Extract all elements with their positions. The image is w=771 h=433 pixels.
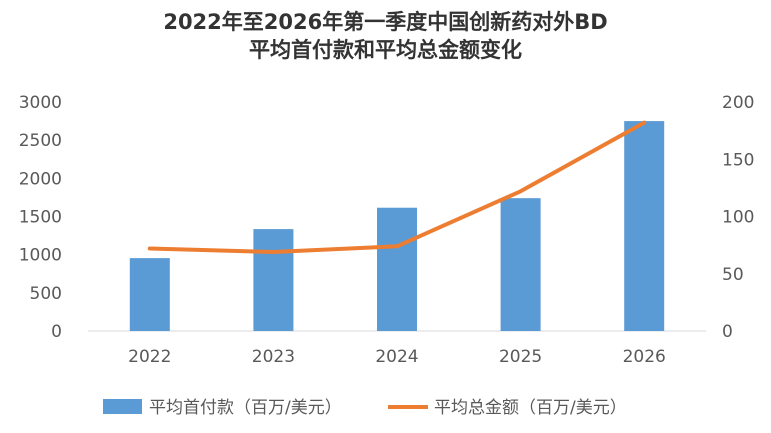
- legend-line-label: 平均总金额（百万/美元）: [434, 398, 627, 418]
- legend-bar-label: 平均首付款（百万/美元）: [149, 398, 342, 418]
- x-tick-label: 2023: [252, 347, 295, 367]
- bar: [500, 198, 541, 331]
- y-left-tick-label: 0: [51, 322, 62, 342]
- x-tick-label: 2022: [128, 347, 171, 367]
- y-right-tick-label: 200: [722, 93, 754, 113]
- x-tick-label: 2024: [375, 347, 418, 367]
- y-left-tick-label: 500: [30, 284, 62, 304]
- y-left-tick-label: 2500: [19, 131, 62, 151]
- bar: [253, 229, 294, 331]
- bar: [624, 121, 665, 331]
- y-left-tick-label: 2000: [19, 169, 62, 189]
- bar: [129, 258, 170, 331]
- chart-title-line-1: 2022年至2026年第一季度中国创新药对外BD: [163, 10, 608, 34]
- chart-title: 2022年至2026年第一季度中国创新药对外BD 平均首付款和平均总金额变化: [0, 8, 771, 64]
- x-tick-label: 2025: [499, 347, 542, 367]
- y-left-tick-label: 1000: [19, 246, 62, 266]
- x-tick-label: 2026: [623, 347, 666, 367]
- chart-title-line-2: 平均首付款和平均总金额变化: [249, 38, 522, 62]
- y-right-tick-label: 150: [722, 150, 754, 170]
- legend-bar-swatch: [103, 399, 142, 414]
- y-right-tick-label: 100: [722, 208, 754, 228]
- y-left-tick-label: 1500: [19, 208, 62, 228]
- y-right-tick-label: 0: [722, 322, 733, 342]
- bar: [377, 207, 417, 331]
- y-right-tick-label: 50: [722, 265, 744, 285]
- y-left-tick-label: 3000: [19, 93, 62, 113]
